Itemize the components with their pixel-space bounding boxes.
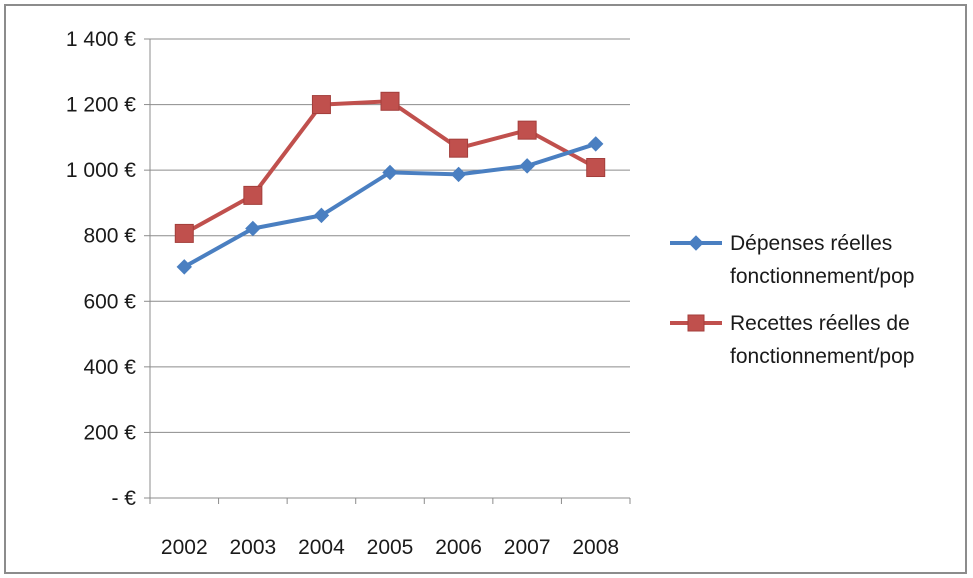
legend-label: Recettes réelles de fonctionnement/pop [730,312,914,368]
data-point-diamond [450,166,467,183]
series-lines [174,91,606,275]
data-point-square [517,120,537,140]
y-tick-label: 1 200 € [66,94,136,117]
data-point-square [174,223,194,243]
data-point-diamond [176,259,192,275]
y-tick-label: 400 € [83,356,136,379]
line-chart: - € 200 € 400 € 600 € 800 € 1 000 € 1 200 € 1 4… [66,28,915,559]
data-point-square [311,95,331,115]
x-tick-label: 2005 [367,536,414,559]
data-point-square [687,314,705,332]
x-tick-label: 2004 [298,536,345,559]
x-tick-label: 2007 [504,536,551,559]
data-point-square [243,185,263,205]
legend: Dépenses réelles fonctionnement/pop Recett… [670,232,914,368]
series-recettes [174,91,606,243]
data-point-diamond [519,158,535,174]
data-point-diamond [382,164,398,181]
data-point-diamond [588,136,604,152]
data-point-square [586,158,606,178]
y-tick-label: - € [111,487,136,510]
x-tick-label: 2008 [572,536,619,559]
x-tick-label: 2003 [229,536,276,559]
data-point-square [380,91,400,111]
y-tick-label: 1 000 € [66,159,136,182]
axes: - € 200 € 400 € 600 € 800 € 1 000 € 1 200 € 1 4… [66,28,631,559]
chart-frame: - € 200 € 400 € 600 € 800 € 1 000 € 1 200 € 1 4… [4,4,967,574]
legend-label: Dépenses réelles fonctionnement/pop [730,232,914,288]
y-tick-label: 200 € [83,421,136,444]
data-point-diamond [313,207,330,224]
x-tick-label: 2006 [435,536,482,559]
series-depenses [176,136,604,275]
series-line [183,142,597,269]
y-tick-label: 800 € [83,225,136,248]
y-tick-label: 1 400 € [66,28,136,51]
data-point-diamond [245,220,261,237]
legend-item: Dépenses réelles fonctionnement/pop [670,232,914,288]
legend-item: Recettes réelles de fonctionnement/pop [670,312,914,368]
y-tick-label: 600 € [83,290,136,313]
x-tick-label: 2002 [161,536,208,559]
data-point-diamond [688,235,704,251]
data-point-square [449,138,469,158]
